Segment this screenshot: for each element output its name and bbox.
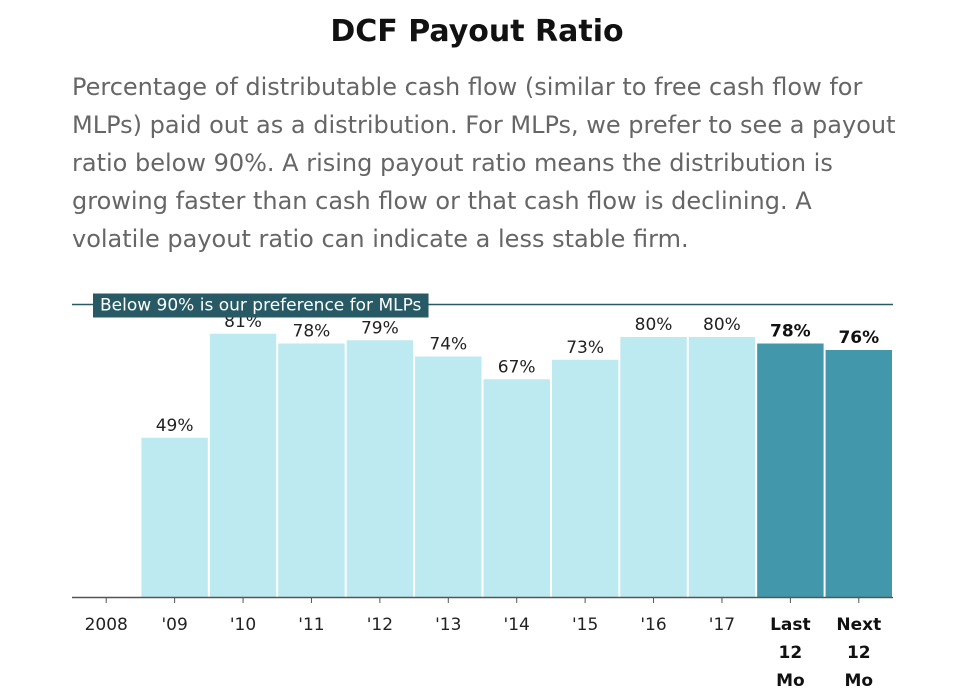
bar-'17: [688, 337, 756, 597]
bar-value-label: 67%: [498, 357, 536, 377]
bar-value-label: 80%: [703, 315, 741, 335]
value-labels-layer: 49%81% 78% 79%74%67%73%80% 80% 78% 76%: [156, 312, 879, 436]
bar-'13: [415, 356, 482, 597]
bar-Next-12-Mo: [825, 350, 892, 597]
x-tick-label: '14: [504, 615, 530, 635]
bar-value-label: 49%: [156, 416, 194, 436]
x-tick-label: Mo: [844, 671, 873, 691]
x-tick-label: 2008: [85, 615, 128, 635]
reference-line-label-bg: [93, 293, 429, 318]
chart-description: Percentage of distributable cash flow (s…: [72, 73, 896, 253]
bar-'15: [551, 359, 619, 597]
x-tick-label: '12: [367, 615, 393, 635]
x-tick-label: '09: [161, 615, 187, 635]
x-tick-label: 12: [847, 643, 871, 663]
bar-value-label: 76%: [838, 328, 879, 348]
chart-title: DCF Payout Ratio: [330, 14, 624, 49]
bar-value-label: 74%: [429, 335, 467, 355]
bar-'11: [278, 343, 345, 597]
reference-line-label: Below 90% is our preference for MLPs: [100, 296, 422, 316]
bar-Last-12-Mo: [757, 343, 824, 597]
bar-'12: [346, 340, 414, 597]
x-axis: 2008 '09 '10 '11 '12 '13 '14 '15 '16 '17 Last 12 Mo N…: [72, 596, 893, 691]
bar-value-label: 79%: [361, 318, 399, 338]
bar-value-label: 78%: [293, 322, 331, 342]
bar-'14: [483, 379, 550, 597]
bar-value-label: 78%: [770, 322, 811, 342]
x-tick-label: '10: [230, 615, 256, 635]
bars-layer: [141, 333, 892, 597]
bar-'16: [620, 337, 687, 597]
x-tick-label: '16: [640, 615, 666, 635]
x-tick-label: '11: [298, 615, 324, 635]
x-tick-label: 12: [779, 643, 803, 663]
bar-value-label: 80%: [635, 315, 673, 335]
x-tick-label: '17: [709, 615, 735, 635]
bar-'09: [141, 437, 208, 597]
reference-line-layer: Below 90% is our preference for MLPs: [72, 293, 893, 318]
bar-'10: [209, 333, 277, 597]
x-tick-label: '15: [572, 615, 598, 635]
x-tick-label: Next: [836, 615, 881, 635]
x-tick-label: '13: [435, 615, 461, 635]
x-tick-label: Last: [770, 615, 811, 635]
x-tick-label: Mo: [776, 671, 805, 691]
bar-value-label: 73%: [566, 338, 604, 358]
